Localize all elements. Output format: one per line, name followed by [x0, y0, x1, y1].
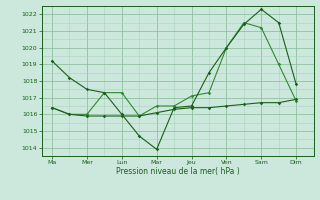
X-axis label: Pression niveau de la mer( hPa ): Pression niveau de la mer( hPa ): [116, 167, 239, 176]
